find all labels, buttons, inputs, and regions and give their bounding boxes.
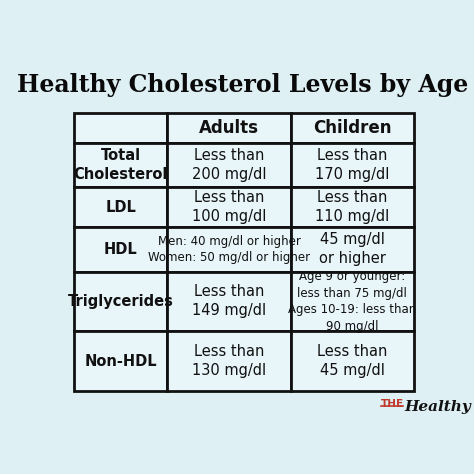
Text: Healthy: Healthy bbox=[405, 400, 471, 413]
Text: Total
Cholesterol: Total Cholesterol bbox=[73, 148, 168, 182]
Bar bbox=[74, 143, 167, 187]
Bar bbox=[291, 143, 414, 187]
Bar bbox=[167, 227, 291, 272]
Bar bbox=[74, 187, 167, 227]
Bar bbox=[291, 227, 414, 272]
Text: Less than
149 mg/dl: Less than 149 mg/dl bbox=[192, 284, 266, 319]
Bar bbox=[167, 113, 291, 143]
Text: Less than
130 mg/dl: Less than 130 mg/dl bbox=[192, 344, 266, 378]
Text: Less than
200 mg/dl: Less than 200 mg/dl bbox=[191, 148, 266, 182]
Bar bbox=[291, 331, 414, 391]
Text: Less than
100 mg/dl: Less than 100 mg/dl bbox=[192, 190, 266, 224]
Bar bbox=[74, 272, 167, 331]
Text: Less than
110 mg/dl: Less than 110 mg/dl bbox=[315, 190, 389, 224]
Text: Men: 40 mg/dl or higher
Women: 50 mg/dl or higher: Men: 40 mg/dl or higher Women: 50 mg/dl … bbox=[148, 235, 310, 264]
Text: 45 mg/dl
or higher: 45 mg/dl or higher bbox=[319, 232, 385, 266]
Text: THE: THE bbox=[381, 399, 404, 409]
Text: Healthy Cholesterol Levels by Age: Healthy Cholesterol Levels by Age bbox=[17, 73, 469, 97]
Text: Children: Children bbox=[313, 119, 392, 137]
Text: Triglycerides: Triglycerides bbox=[68, 294, 173, 309]
Text: Less than
170 mg/dl: Less than 170 mg/dl bbox=[315, 148, 389, 182]
Bar bbox=[74, 227, 167, 272]
Text: HDL: HDL bbox=[104, 242, 137, 257]
Bar bbox=[291, 113, 414, 143]
Bar bbox=[167, 143, 291, 187]
Bar bbox=[74, 113, 167, 143]
Text: Adults: Adults bbox=[199, 119, 259, 137]
Bar bbox=[291, 272, 414, 331]
Bar bbox=[167, 187, 291, 227]
Bar bbox=[74, 331, 167, 391]
Text: Less than
45 mg/dl: Less than 45 mg/dl bbox=[317, 344, 387, 378]
Bar bbox=[167, 331, 291, 391]
Bar bbox=[167, 272, 291, 331]
Text: Age 9 or younger:
less than 75 mg/dl
Ages 10-19: less than
90 mg/dl: Age 9 or younger: less than 75 mg/dl Age… bbox=[288, 270, 416, 333]
Text: Non-HDL: Non-HDL bbox=[84, 354, 157, 368]
Text: LDL: LDL bbox=[105, 200, 136, 215]
Bar bbox=[291, 187, 414, 227]
